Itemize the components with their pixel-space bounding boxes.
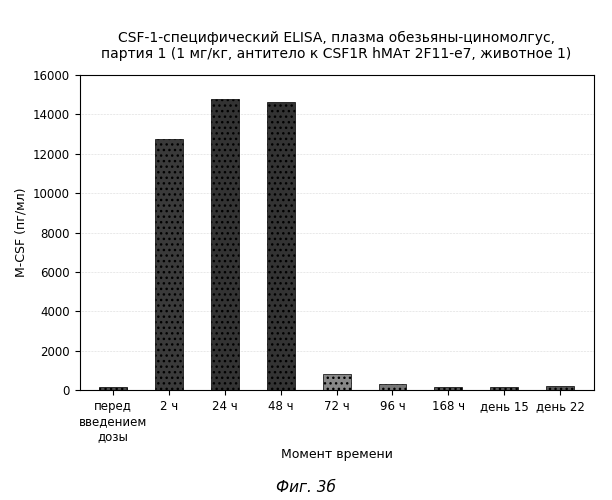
Bar xyxy=(211,98,239,390)
Bar xyxy=(435,388,462,390)
X-axis label: Момент времени: Момент времени xyxy=(281,448,392,462)
Y-axis label: M-CSF (пг/мл): M-CSF (пг/мл) xyxy=(14,188,27,277)
Bar xyxy=(378,384,406,390)
Title: CSF-1-специфический ELISA, плазма обезьяны-циномолгус,
партия 1 (1 мг/кг, антите: CSF-1-специфический ELISA, плазма обезья… xyxy=(102,31,572,62)
Bar xyxy=(267,102,295,390)
Text: Фиг. 3б: Фиг. 3б xyxy=(276,480,336,496)
Bar xyxy=(155,139,183,390)
Bar xyxy=(490,387,518,390)
Bar xyxy=(99,387,127,390)
Bar xyxy=(323,374,351,390)
Bar xyxy=(546,386,574,390)
